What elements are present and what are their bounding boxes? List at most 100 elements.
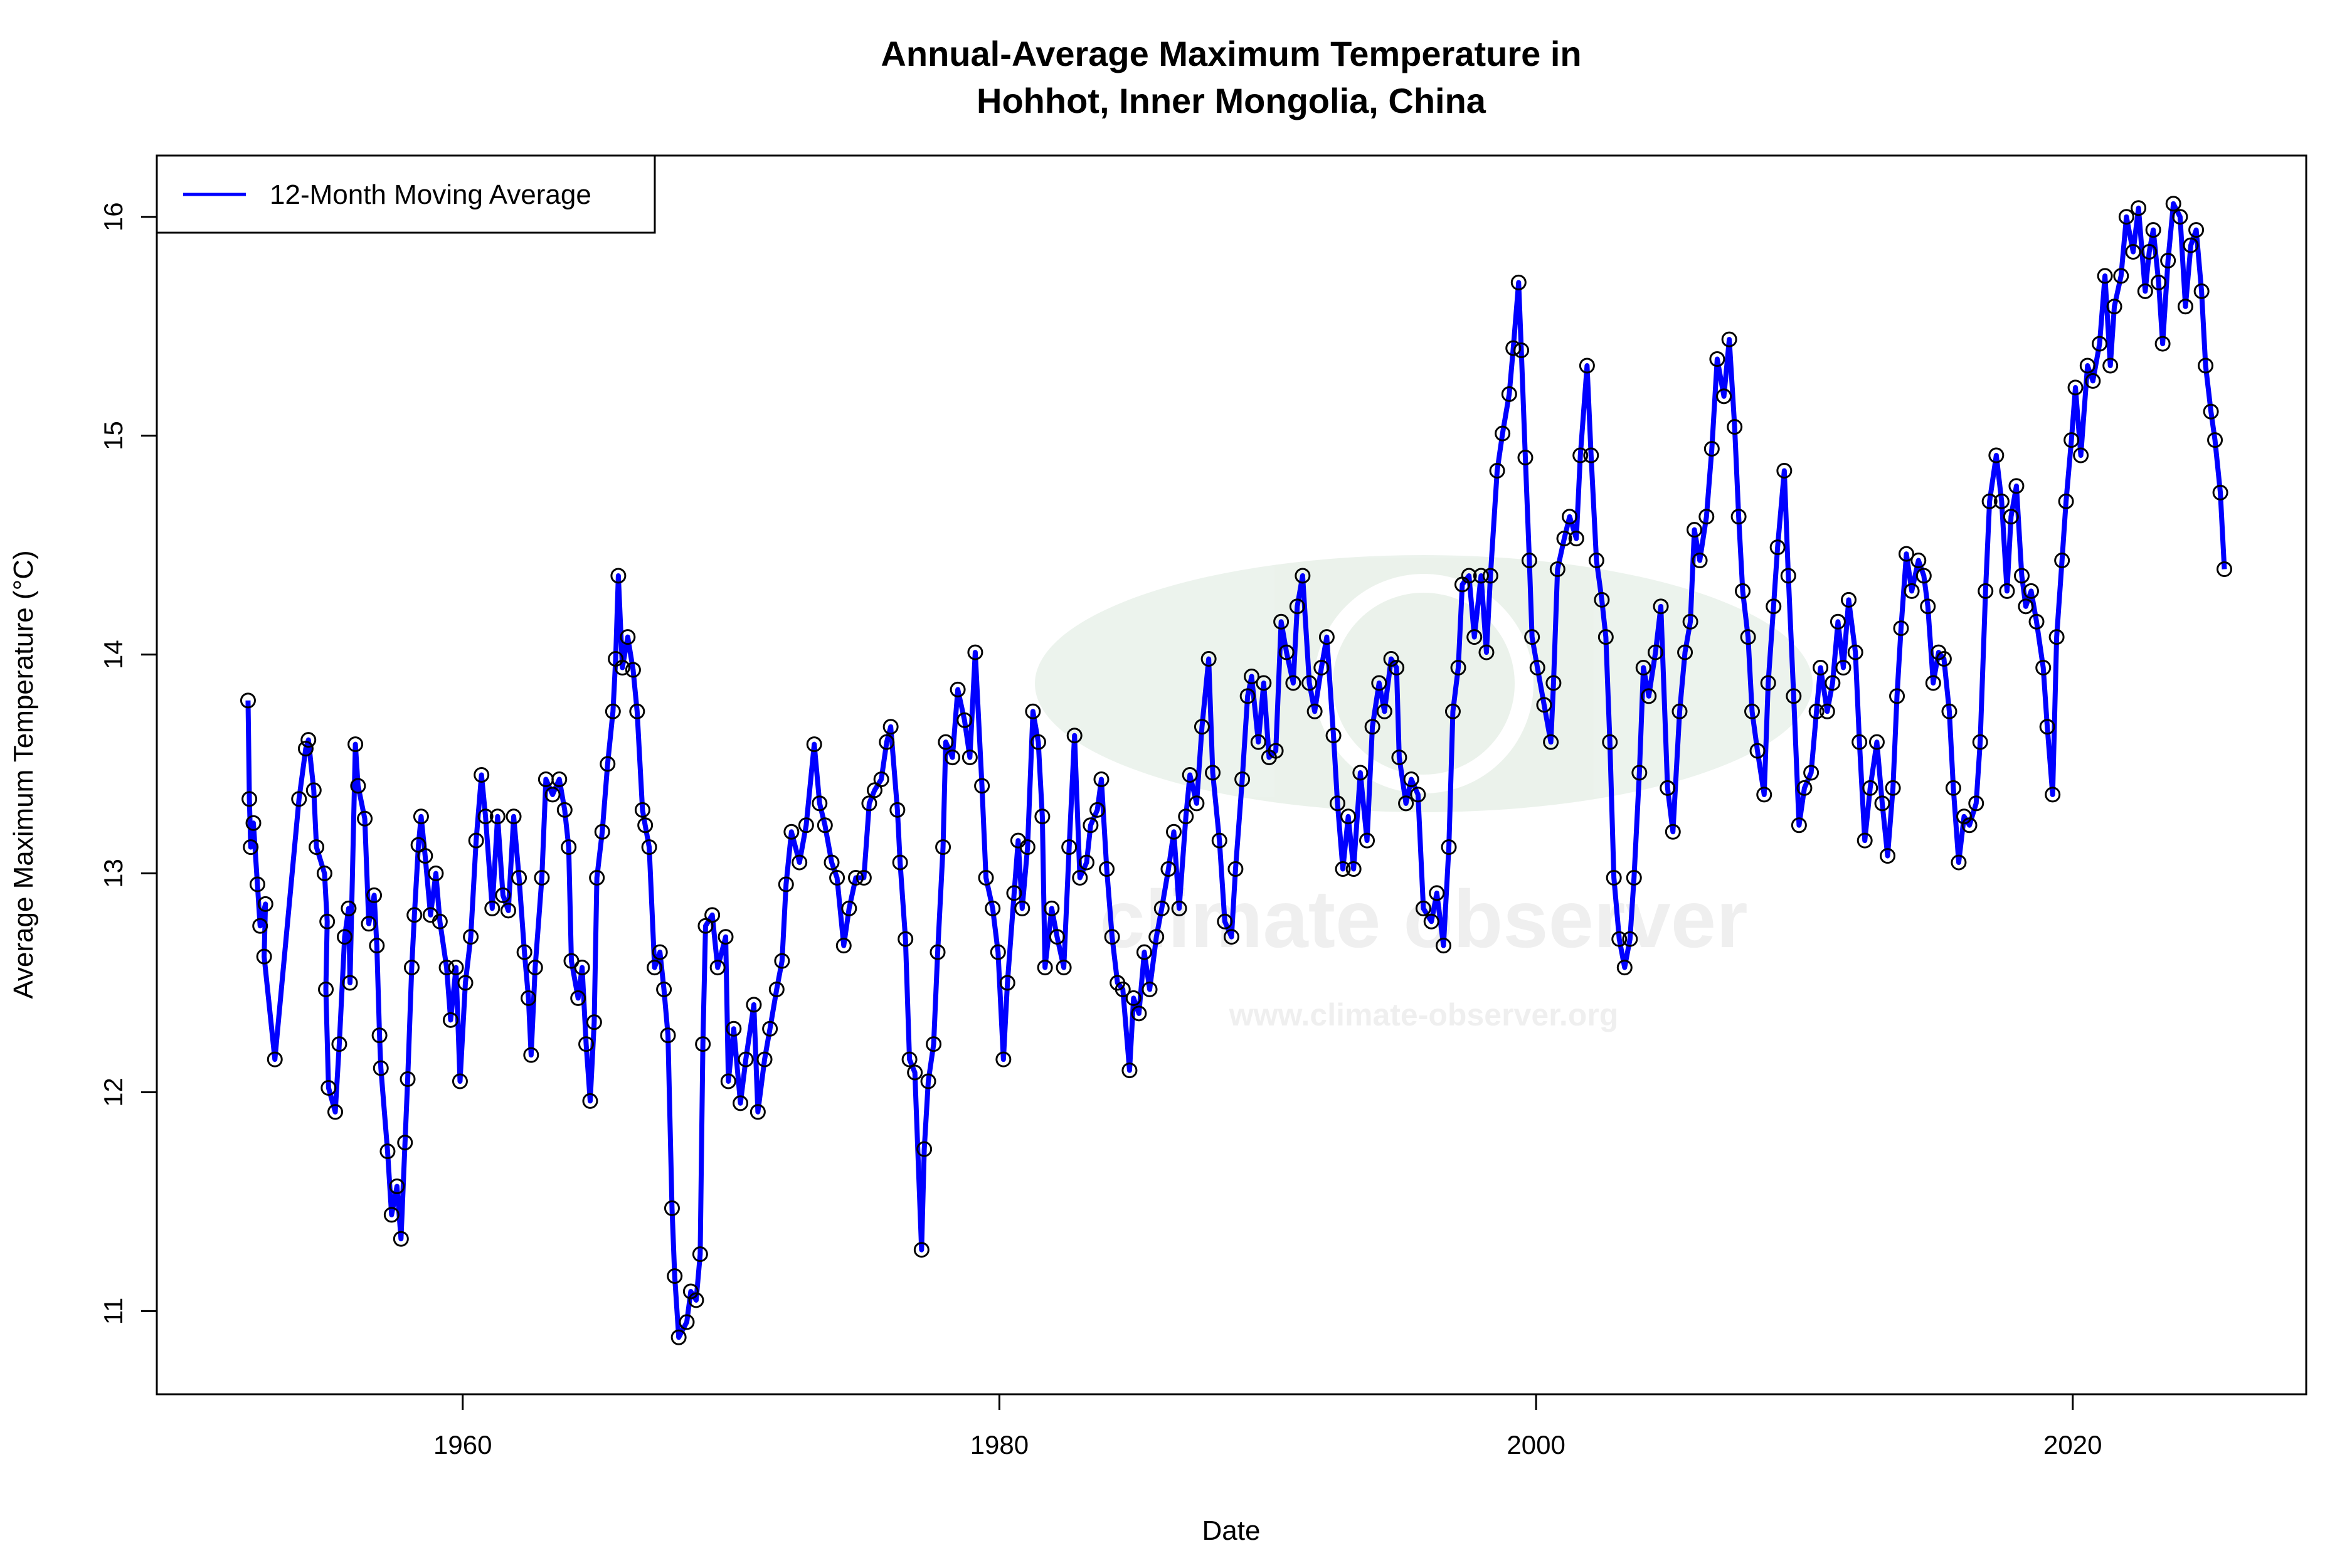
data-point bbox=[1364, 719, 1380, 735]
data-point bbox=[256, 948, 272, 965]
data-point bbox=[1044, 900, 1060, 916]
data-point bbox=[1682, 613, 1698, 630]
data-point bbox=[999, 975, 1015, 991]
data-point bbox=[1808, 703, 1825, 719]
data-point bbox=[1217, 913, 1233, 930]
data-point bbox=[1352, 765, 1369, 781]
data-point bbox=[1730, 509, 1747, 525]
data-point bbox=[1415, 900, 1431, 916]
series-line bbox=[245, 201, 2227, 1340]
data-point bbox=[641, 839, 657, 856]
data-point bbox=[366, 887, 383, 903]
data-point bbox=[2028, 613, 2045, 630]
data-point bbox=[1435, 938, 1451, 954]
data-point bbox=[1665, 824, 1681, 840]
data-point bbox=[1030, 734, 1046, 750]
data-point bbox=[511, 870, 527, 886]
data-point bbox=[582, 1093, 598, 1109]
x-tick-label: 2020 bbox=[2043, 1430, 2102, 1459]
data-point bbox=[1136, 944, 1152, 960]
data-point bbox=[605, 703, 621, 719]
data-point bbox=[2193, 283, 2210, 299]
data-point bbox=[327, 1104, 344, 1120]
data-point bbox=[2045, 787, 2061, 803]
data-point bbox=[534, 870, 550, 886]
data-point bbox=[2067, 379, 2084, 396]
data-point bbox=[331, 1036, 347, 1052]
data-point bbox=[2125, 244, 2141, 260]
data-point bbox=[1981, 493, 1998, 509]
data-point bbox=[1677, 644, 1693, 660]
svg-text:www.climate-observer.org: www.climate-observer.org bbox=[1229, 997, 1619, 1032]
data-point bbox=[1227, 861, 1244, 877]
data-point bbox=[2207, 432, 2223, 448]
data-point bbox=[1611, 931, 1628, 947]
data-point bbox=[1993, 493, 2010, 509]
data-point bbox=[985, 900, 1001, 916]
data-point bbox=[2177, 299, 2193, 315]
data-point bbox=[1961, 817, 1978, 834]
data-point bbox=[1099, 861, 1115, 877]
data-point bbox=[249, 876, 265, 893]
data-point bbox=[297, 741, 314, 757]
data-point bbox=[990, 944, 1006, 960]
x-axis-label: Date bbox=[1202, 1515, 1261, 1546]
data-point bbox=[1744, 703, 1761, 719]
data-point bbox=[1006, 885, 1022, 901]
data-point bbox=[495, 887, 511, 903]
data-point bbox=[1441, 839, 1457, 856]
data-point bbox=[2217, 561, 2233, 577]
data-point bbox=[309, 839, 325, 856]
data-point bbox=[629, 703, 645, 719]
data-point bbox=[1791, 817, 1807, 834]
data-point bbox=[2048, 629, 2065, 645]
data-point bbox=[1345, 861, 1362, 877]
data-point bbox=[1444, 703, 1461, 719]
data-point bbox=[704, 907, 721, 923]
data-point bbox=[1166, 824, 1182, 840]
data-point bbox=[679, 1314, 695, 1330]
data-point bbox=[600, 756, 616, 772]
data-point bbox=[1616, 960, 1633, 976]
data-point bbox=[1988, 447, 2005, 464]
data-point bbox=[1594, 591, 1610, 608]
data-point bbox=[1968, 795, 1984, 812]
data-point bbox=[848, 870, 864, 886]
data-point bbox=[1244, 668, 1260, 684]
data-point bbox=[574, 960, 590, 976]
x-axis: 1960 1980 2000 2020 bbox=[433, 1394, 2102, 1459]
data-point bbox=[1121, 1062, 1138, 1079]
data-point bbox=[688, 1292, 704, 1308]
data-point bbox=[373, 1060, 389, 1076]
data-point bbox=[1803, 765, 1820, 781]
data-point bbox=[1740, 629, 1756, 645]
y-tick-label: 16 bbox=[98, 202, 128, 231]
data-point bbox=[1211, 832, 1227, 849]
data-point bbox=[835, 938, 852, 954]
data-point bbox=[1769, 539, 1786, 556]
data-point bbox=[2160, 252, 2176, 268]
data-point bbox=[1189, 795, 1205, 812]
data-point bbox=[1517, 450, 1534, 466]
data-point bbox=[817, 817, 833, 834]
data-point bbox=[428, 866, 444, 882]
data-point bbox=[1641, 688, 1657, 704]
data-point bbox=[892, 854, 908, 871]
data-point bbox=[1893, 620, 1909, 637]
data-point bbox=[750, 1104, 766, 1120]
data-point bbox=[812, 795, 828, 812]
data-point bbox=[2141, 244, 2158, 260]
data-point bbox=[1160, 861, 1177, 877]
data-point bbox=[1597, 629, 1614, 645]
data-point bbox=[347, 736, 364, 753]
data-point bbox=[1313, 660, 1330, 676]
data-point bbox=[620, 629, 636, 645]
data-point bbox=[300, 732, 317, 748]
data-point bbox=[1403, 771, 1419, 787]
data-point bbox=[2165, 196, 2181, 212]
data-point bbox=[682, 1283, 699, 1300]
data-point bbox=[448, 960, 464, 976]
data-point bbox=[1383, 651, 1399, 667]
data-point bbox=[1478, 644, 1495, 660]
data-point bbox=[1915, 568, 1932, 584]
